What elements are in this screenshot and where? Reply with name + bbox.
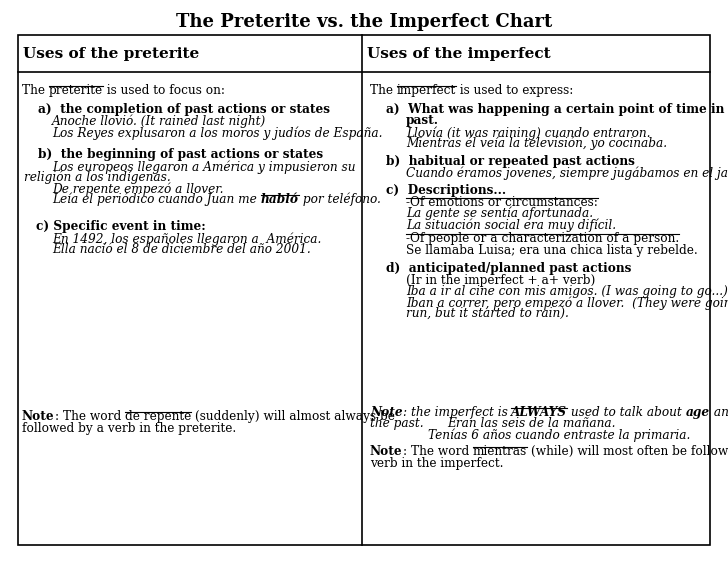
Text: c)  Descriptions...: c) Descriptions...	[386, 184, 506, 197]
Text: is used to focus on:: is used to focus on:	[103, 84, 225, 97]
Text: Note: Note	[22, 410, 55, 423]
Text: preterite: preterite	[49, 84, 103, 97]
Text: Llovía (it was raining) cuando entraron.: Llovía (it was raining) cuando entraron.	[406, 126, 651, 140]
Text: : the imperfect is: : the imperfect is	[403, 406, 511, 419]
Text: Uses of the preterite: Uses of the preterite	[23, 47, 199, 61]
Text: past.: past.	[406, 114, 439, 127]
Text: Se llamaba Luisa; era una chica lista y rebelde.: Se llamaba Luisa; era una chica lista y …	[406, 244, 697, 257]
Text: b)  habitual or repeated past actions: b) habitual or repeated past actions	[386, 155, 635, 168]
Text: Uses of the imperfect: Uses of the imperfect	[367, 47, 550, 61]
Text: Tenías 6 años cuando entraste la primaria.: Tenías 6 años cuando entraste la primari…	[428, 429, 690, 443]
Text: a)  the completion of past actions or states: a) the completion of past actions or sta…	[38, 103, 330, 116]
Text: Mientras él veía la televisión, yo cocinaba.: Mientras él veía la televisión, yo cocin…	[406, 137, 667, 150]
Text: followed by a verb in the preterite.: followed by a verb in the preterite.	[22, 422, 237, 435]
Text: age: age	[686, 406, 710, 419]
Text: is used to express:: is used to express:	[456, 84, 574, 97]
Text: : The word: : The word	[403, 445, 472, 458]
Text: de repente: de repente	[124, 410, 191, 423]
Text: Iban a correr, pero empezó a llover.  (They were going to: Iban a correr, pero empezó a llover. (Th…	[406, 296, 728, 310]
Text: : The word: : The word	[55, 410, 124, 423]
Text: Los europeos llegaron a América y impusieron su: Los europeos llegaron a América y impusi…	[52, 160, 355, 173]
Text: habló: habló	[261, 193, 298, 206]
Text: En 1492, los españoles llegaron a  América.: En 1492, los españoles llegaron a Améric…	[52, 232, 321, 245]
Text: Leía el periódico cuando Juan me: Leía el periódico cuando Juan me	[52, 193, 261, 207]
Text: Ella nació el 8 de diciembre del año 2001.: Ella nació el 8 de diciembre del año 200…	[52, 243, 311, 256]
Text: a)  What was happening a certain point of time in the: a) What was happening a certain point of…	[386, 103, 728, 116]
Text: Cuando éramos jovenes, siempre jugábamos en el jardín.: Cuando éramos jovenes, siempre jugábamos…	[406, 167, 728, 181]
Text: -Of emotions or circumstances:: -Of emotions or circumstances:	[406, 196, 598, 209]
Text: Note: Note	[370, 445, 403, 458]
Text: d)  anticipated/planned past actions: d) anticipated/planned past actions	[386, 262, 631, 275]
Text: (Ir in the imperfect + a+ verb): (Ir in the imperfect + a+ verb)	[406, 274, 596, 287]
Text: c) Specific event in time:: c) Specific event in time:	[36, 220, 206, 233]
Text: verb in the imperfect.: verb in the imperfect.	[370, 457, 504, 470]
Text: Eran las seis de la mañana.: Eran las seis de la mañana.	[447, 417, 615, 430]
Text: (while) will most often be followed by a: (while) will most often be followed by a	[527, 445, 728, 458]
Text: Anoche llovió. (It rained last night): Anoche llovió. (It rained last night)	[52, 115, 266, 128]
Text: por teléfono.: por teléfono.	[298, 193, 381, 207]
Text: The: The	[370, 84, 397, 97]
Text: used to talk about: used to talk about	[567, 406, 686, 419]
Text: -Of people or a characterization of a person.: -Of people or a characterization of a pe…	[406, 232, 679, 245]
Text: ALWAYS: ALWAYS	[511, 406, 567, 419]
Text: imperfect: imperfect	[397, 84, 456, 97]
Text: Los Reyes explusaron a los moros y judíos de España.: Los Reyes explusaron a los moros y judío…	[52, 126, 382, 140]
Text: (suddenly) will almost always be: (suddenly) will almost always be	[191, 410, 395, 423]
Text: The: The	[22, 84, 49, 97]
Text: Iba a ir al cine con mis amigos. (I was going to go...): Iba a ir al cine con mis amigos. (I was …	[406, 285, 728, 298]
Text: La situación social era muy difícil.: La situación social era muy difícil.	[406, 218, 616, 231]
Text: b)  the beginning of past actions or states: b) the beginning of past actions or stat…	[38, 148, 323, 161]
Text: religión a los indígenas.: religión a los indígenas.	[24, 171, 171, 185]
Text: Note: Note	[370, 406, 403, 419]
Text: The Preterite vs. the Imperfect Chart: The Preterite vs. the Imperfect Chart	[176, 13, 552, 31]
Text: and: and	[710, 406, 728, 419]
Text: the past.: the past.	[370, 417, 447, 430]
Text: De repente empezó a llover.: De repente empezó a llover.	[52, 182, 223, 195]
Text: mientras: mientras	[472, 445, 527, 458]
Text: La gente se sentía afortunada.: La gente se sentía afortunada.	[406, 207, 593, 221]
Text: run, but it started to rain).: run, but it started to rain).	[406, 307, 569, 320]
